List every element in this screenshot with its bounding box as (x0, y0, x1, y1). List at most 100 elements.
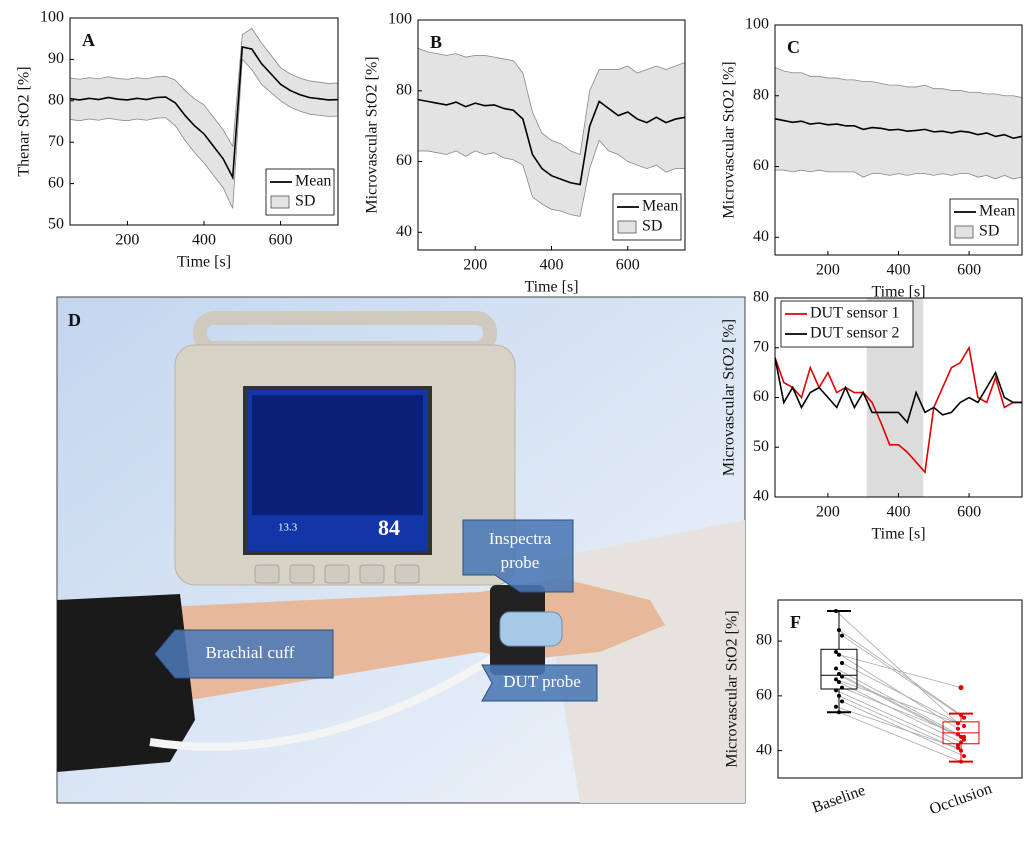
box (820, 648, 858, 690)
x-tick-label: 200 (816, 262, 840, 279)
axes-frame (417, 19, 686, 251)
x-tick-label: 200 (816, 504, 840, 521)
photo-label: probe (501, 553, 540, 572)
x-tick-label: 600 (616, 257, 640, 274)
legend-box (780, 300, 914, 348)
y-tick-label: 60 (756, 687, 772, 704)
legend-swatch (270, 195, 290, 209)
point (837, 652, 841, 657)
y-tick-label: 80 (753, 289, 769, 306)
screen-plot (252, 395, 423, 515)
pair-line (841, 635, 965, 719)
point (834, 704, 838, 709)
x-axis-label: Time [s] (871, 526, 925, 543)
screen-text: 84 (378, 515, 400, 540)
panel-label: A (82, 30, 95, 50)
axes-frame (777, 599, 1023, 779)
point (840, 699, 844, 704)
plot-area (775, 67, 1022, 180)
axes-frame (69, 17, 339, 226)
y-tick-label: 40 (396, 223, 412, 240)
y-tick-label: 80 (48, 91, 64, 108)
y-tick-label: 100 (388, 11, 412, 28)
pair-line (838, 673, 962, 738)
label-box (154, 629, 334, 679)
pair-line (835, 690, 959, 746)
y-tick-label: 40 (756, 741, 772, 758)
y-tick-label: 90 (48, 50, 64, 67)
point (962, 754, 966, 759)
x-tick-label: Occlusion (927, 780, 994, 818)
chart: 40 50 60 70 80 200 400 600 Microvascular StO2 [%… (721, 289, 1023, 543)
panel-label: C (787, 37, 800, 57)
x-tick-label: 400 (887, 262, 911, 279)
chart: 50 60 70 80 90 100 200 400 600 Thenar StO2 [%] Tim… (16, 9, 339, 271)
x-tick-label: 600 (957, 262, 981, 279)
panel-label: F (790, 612, 801, 632)
plot-area (418, 47, 685, 217)
y-tick-label: 60 (753, 157, 769, 174)
photo-label: DUT probe (503, 672, 581, 691)
point (837, 628, 841, 633)
y-tick-label: 80 (753, 86, 769, 103)
y-tick-label: 60 (396, 152, 412, 169)
pair-line (838, 629, 962, 716)
line (775, 117, 1022, 140)
x-tick-label: 200 (463, 257, 487, 274)
point (959, 713, 963, 718)
point (840, 633, 844, 638)
point (962, 715, 966, 720)
panel-label: B (430, 32, 442, 52)
y-tick-label: 80 (756, 632, 772, 649)
chart: 40 60 80 100 200 400 600 Microvascular StO2 [%]… (364, 11, 686, 296)
y-axis-label: Microvascular StO2 [%] (724, 610, 741, 767)
pair-line (835, 610, 959, 724)
point (959, 740, 963, 745)
x-axis-label: Time [s] (524, 279, 578, 296)
y-tick-label: 50 (753, 438, 769, 455)
legend-label: Mean (295, 173, 331, 190)
cuff (57, 594, 195, 772)
y-axis-label: Microvascular StO2 [%] (721, 61, 738, 218)
chart: 40 60 80 100 200 400 600 Microvascular StO2 [%]… (721, 16, 1023, 301)
line (775, 357, 1022, 424)
x-tick-label: 400 (887, 504, 911, 521)
y-axis-label: Microvascular StO2 [%] (364, 56, 381, 213)
y-tick-label: 50 (48, 216, 64, 233)
pair-line (841, 662, 965, 727)
x-tick-label: 400 (540, 257, 564, 274)
point (962, 737, 966, 742)
point (834, 688, 838, 693)
x-tick-label: 400 (192, 232, 216, 249)
pair-line (835, 651, 959, 730)
x-tick-label: Baseline (810, 782, 868, 817)
screen-text: 13.3 (278, 522, 298, 534)
point (956, 721, 960, 726)
y-tick-label: 40 (753, 488, 769, 505)
point (834, 666, 838, 671)
panel-label: D (68, 310, 81, 330)
plot-area (70, 27, 338, 209)
plot-area (820, 608, 980, 764)
y-tick-label: 70 (753, 338, 769, 355)
pair-line (838, 654, 962, 689)
legend-label: SD (979, 223, 999, 240)
x-axis-label: Time [s] (871, 284, 925, 301)
legend-label: Mean (979, 203, 1015, 220)
pair-line (838, 711, 962, 762)
sd-band (418, 47, 685, 217)
chart: 40 60 80 Microvascular StO2 [%] Baseline Occl… (724, 599, 1023, 818)
point (834, 608, 838, 613)
point (962, 723, 966, 728)
point (840, 685, 844, 690)
x-tick-label: 600 (957, 504, 981, 521)
pair-line (838, 681, 962, 743)
legend-swatch (617, 220, 637, 234)
axes-frame (774, 24, 1023, 256)
legend-label: DUT sensor 2 (810, 325, 899, 342)
y-tick-label: 70 (48, 133, 64, 150)
label-box (481, 664, 598, 702)
line (418, 98, 685, 186)
pair-line (835, 679, 959, 724)
